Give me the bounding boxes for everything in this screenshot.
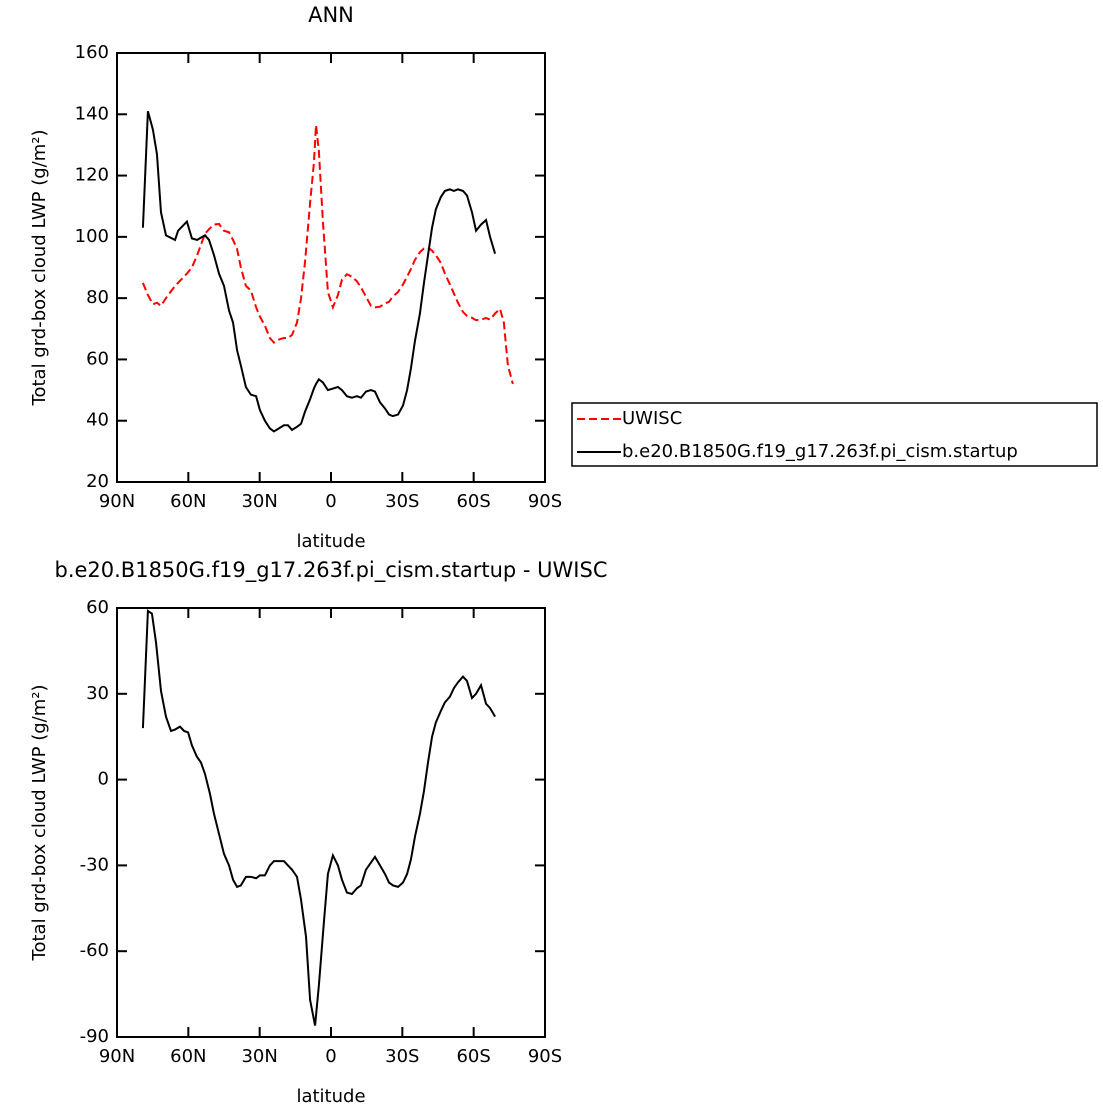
y-tick-label: 160: [75, 42, 109, 63]
y-tick-label: 20: [86, 471, 109, 492]
x-tick-label: 60S: [456, 491, 490, 512]
y-tick-label: 100: [75, 226, 109, 247]
x-tick-label: 0: [325, 491, 336, 512]
x-tick-label: 90S: [528, 1046, 562, 1067]
x-tick-label: 90S: [528, 491, 562, 512]
series-line: [141, 124, 514, 385]
plot-frame: [116, 607, 546, 1038]
x-tick-label: 90N: [99, 1046, 135, 1067]
x-tick-label: 30N: [241, 1046, 277, 1067]
y-tick-label: -30: [80, 854, 109, 875]
plot-frame: [116, 52, 546, 483]
chart-title: b.e20.B1850G.f19_g17.263f.pi_cism.startu…: [54, 558, 607, 583]
legend-label: UWISC: [622, 408, 682, 429]
y-tick-label: 30: [86, 683, 109, 704]
x-tick-label: 90N: [99, 491, 135, 512]
x-axis-label: latitude: [296, 1086, 365, 1107]
y-tick-label: 60: [86, 597, 109, 618]
chart-title: ANN: [308, 3, 354, 27]
y-tick-label: -90: [80, 1026, 109, 1047]
x-tick-label: 30S: [385, 1046, 419, 1067]
y-tick-label: 40: [86, 410, 109, 431]
legend-label: b.e20.B1850G.f19_g17.263f.pi_cism.startu…: [622, 441, 1018, 462]
y-axis-label: Total grd-box cloud LWP (g/m²): [29, 685, 50, 962]
y-axis-label: Total grd-box cloud LWP (g/m²): [29, 130, 50, 407]
x-tick-label: 60S: [456, 1046, 490, 1067]
x-tick-label: 30S: [385, 491, 419, 512]
y-tick-label: 60: [86, 348, 109, 369]
y-tick-label: 0: [98, 769, 109, 790]
legend-box: [571, 402, 1098, 467]
series-line: [141, 608, 496, 1026]
x-tick-label: 0: [325, 1046, 336, 1067]
x-tick-label: 60N: [170, 491, 206, 512]
y-tick-label: 140: [75, 103, 109, 124]
y-tick-label: -60: [80, 940, 109, 961]
y-tick-label: 80: [86, 287, 109, 308]
series-line: [141, 110, 497, 433]
x-tick-label: 60N: [170, 1046, 206, 1067]
x-axis-label: latitude: [296, 531, 365, 552]
y-tick-label: 120: [75, 165, 109, 186]
x-tick-label: 30N: [241, 491, 277, 512]
